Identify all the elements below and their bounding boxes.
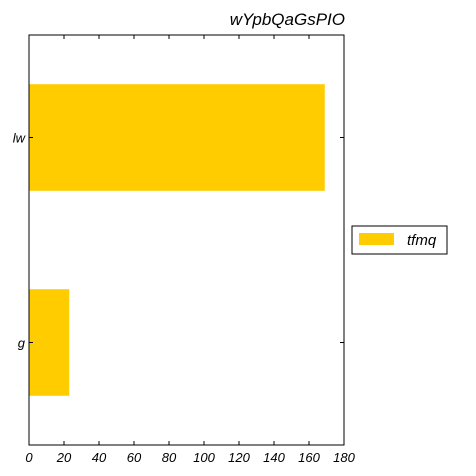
legend: tfmq [351, 225, 448, 255]
x-tick-label: 20 [56, 450, 72, 465]
x-tick-label: 120 [228, 450, 250, 465]
y-tick-label: lw [13, 131, 27, 146]
legend-label: tfmq [407, 232, 437, 249]
x-tick-label: 40 [92, 450, 107, 465]
x-tick-label: 180 [333, 450, 355, 465]
x-tick-label: 160 [298, 450, 320, 465]
x-tick-label: 140 [263, 450, 285, 465]
y-tick-label: g [18, 336, 26, 351]
x-axis: 0 20 40 60 80 100 120 140 160 180 [25, 35, 356, 465]
y-axis: lw g [13, 131, 344, 351]
chart-title: wYpbQaGsPIO [230, 10, 345, 29]
bars-layer [29, 84, 325, 396]
x-tick-label: 80 [162, 450, 177, 465]
x-tick-label: 0 [25, 450, 33, 465]
bar-lw [29, 84, 325, 191]
x-tick-label: 100 [193, 450, 215, 465]
bar-g [29, 289, 70, 396]
legend-swatch [359, 233, 394, 245]
plot-frame [28, 34, 345, 446]
x-tick-label: 60 [127, 450, 142, 465]
